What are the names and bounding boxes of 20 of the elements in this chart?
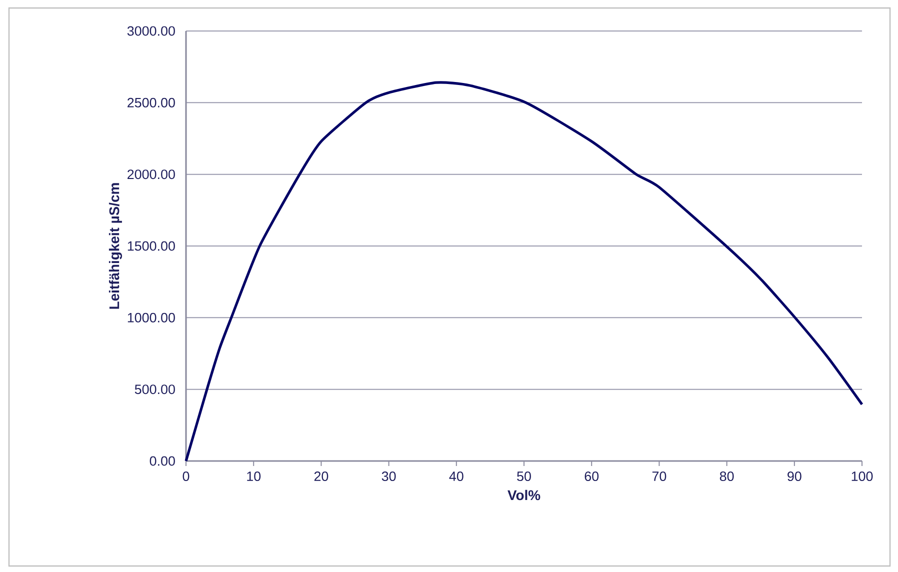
x-tick-label: 70 xyxy=(652,472,666,482)
x-tick-label: 10 xyxy=(247,472,261,482)
y-tick-label: 0.00 xyxy=(150,456,175,466)
x-tick-label: 40 xyxy=(449,472,464,482)
y-tick-label: 1500.00 xyxy=(128,241,175,251)
x-tick-label: 30 xyxy=(382,472,396,482)
y-tick-label: 2000.00 xyxy=(128,170,175,180)
x-tick-label: 90 xyxy=(788,472,802,482)
y-tick-label: 2500.00 xyxy=(128,98,175,108)
x-tick-label: 80 xyxy=(720,472,734,482)
x-tick-label: 50 xyxy=(517,472,531,482)
x-tick-label: 20 xyxy=(314,472,328,482)
y-axis-title: Leitfähigkeit µS/cm xyxy=(108,183,122,309)
x-tick-label: 0 xyxy=(182,472,190,482)
x-tick-label: 100 xyxy=(852,472,873,482)
x-axis-title: Vol% xyxy=(508,490,540,500)
y-tick-label: 500.00 xyxy=(134,384,175,394)
x-tick-label: 60 xyxy=(584,472,599,482)
y-tick-label: 1000.00 xyxy=(128,312,175,322)
y-tick-label: 3000.00 xyxy=(127,26,175,36)
